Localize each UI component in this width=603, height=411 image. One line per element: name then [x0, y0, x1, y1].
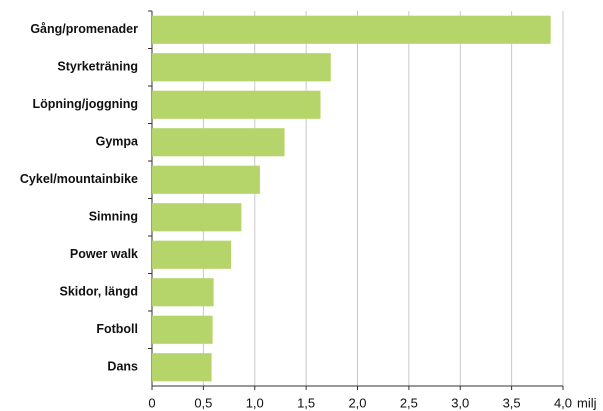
bar: [152, 90, 321, 119]
bar: [152, 278, 214, 307]
bar: [152, 240, 232, 269]
bar: [152, 203, 242, 232]
bar: [152, 165, 260, 194]
x-tick-label: 0: [148, 395, 155, 410]
y-tick-label: Simning: [89, 210, 138, 224]
y-tick-label: Gång/promenader: [30, 22, 138, 36]
bar: [152, 15, 551, 44]
x-tick-label: 3,5: [503, 395, 521, 410]
labels: 0 0,5 1,0 1,5 2,0 2,5 3,0 3,5 4,0 milj Gång/promen…: [20, 22, 597, 410]
x-tick-label: 4,0: [554, 395, 572, 410]
bars: [152, 15, 551, 382]
y-tick-label: Löpning/joggning: [32, 97, 138, 111]
y-tick-label: Cykel/mountainbike: [20, 172, 138, 186]
y-tick-label: Dans: [107, 360, 138, 374]
y-tick-label: Skidor, längd: [60, 285, 139, 299]
bar: [152, 128, 285, 157]
y-tick-label: Styrketräning: [57, 60, 138, 74]
bar: [152, 315, 213, 344]
x-tick-label: 0,5: [194, 395, 212, 410]
x-tick-label: 1,5: [297, 395, 315, 410]
y-tick-label: Gympa: [96, 135, 139, 149]
x-tick-label: 1,0: [246, 395, 264, 410]
bar: [152, 53, 331, 82]
x-tick-label: 2,5: [400, 395, 418, 410]
x-tick-label: 2,0: [348, 395, 366, 410]
y-tick-label: Power walk: [70, 247, 138, 261]
bar: [152, 353, 212, 382]
y-tick-label: Fotboll: [96, 322, 138, 336]
x-axis-label: milj: [577, 395, 597, 410]
x-tick-label: 3,0: [451, 395, 469, 410]
